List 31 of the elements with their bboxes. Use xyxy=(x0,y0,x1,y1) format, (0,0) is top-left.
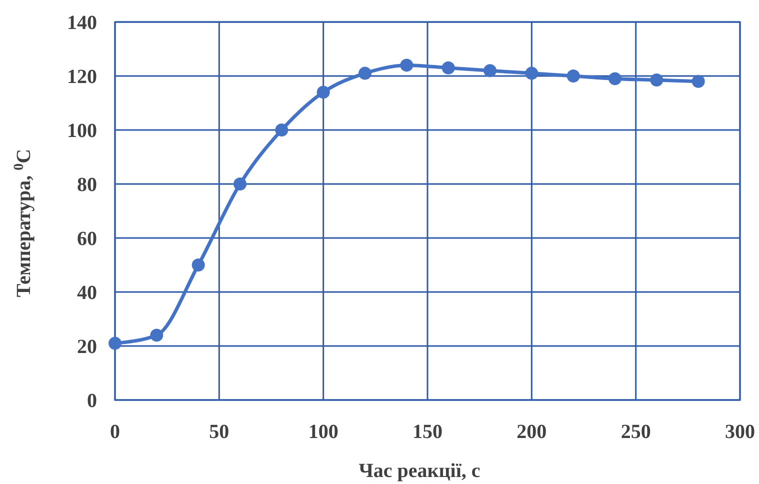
point xyxy=(234,178,246,190)
x-tick-label: 200 xyxy=(516,421,547,443)
x-tick-label: 250 xyxy=(620,421,651,443)
y-tick-label: 0 xyxy=(87,390,97,412)
point xyxy=(192,258,205,272)
point xyxy=(525,66,538,80)
y-tick-label: 80 xyxy=(77,174,97,196)
x-axis-title: Час реакції, с xyxy=(358,460,480,482)
point xyxy=(316,86,330,99)
point xyxy=(358,66,372,80)
point xyxy=(650,74,664,87)
y-tick-label: 20 xyxy=(77,336,97,358)
y-tick-label: 40 xyxy=(77,282,97,304)
point xyxy=(108,336,122,350)
x-tick-label: 50 xyxy=(209,421,230,443)
x-tick-label: 150 xyxy=(412,421,442,443)
point xyxy=(150,328,164,342)
y-tick-label: 120 xyxy=(67,66,97,88)
x-tick-label: 100 xyxy=(308,421,338,443)
point xyxy=(442,61,455,74)
point xyxy=(484,64,496,78)
point xyxy=(566,70,580,82)
point xyxy=(692,74,705,88)
x-tick-label: 0 xyxy=(110,421,120,443)
point xyxy=(400,58,414,72)
y-tick-label: 100 xyxy=(67,120,97,142)
x-tick-label: 300 xyxy=(725,421,755,443)
point xyxy=(608,72,622,86)
y-tick-label: 140 xyxy=(67,12,97,34)
point xyxy=(275,124,288,136)
y-tick-label: 60 xyxy=(77,228,97,250)
